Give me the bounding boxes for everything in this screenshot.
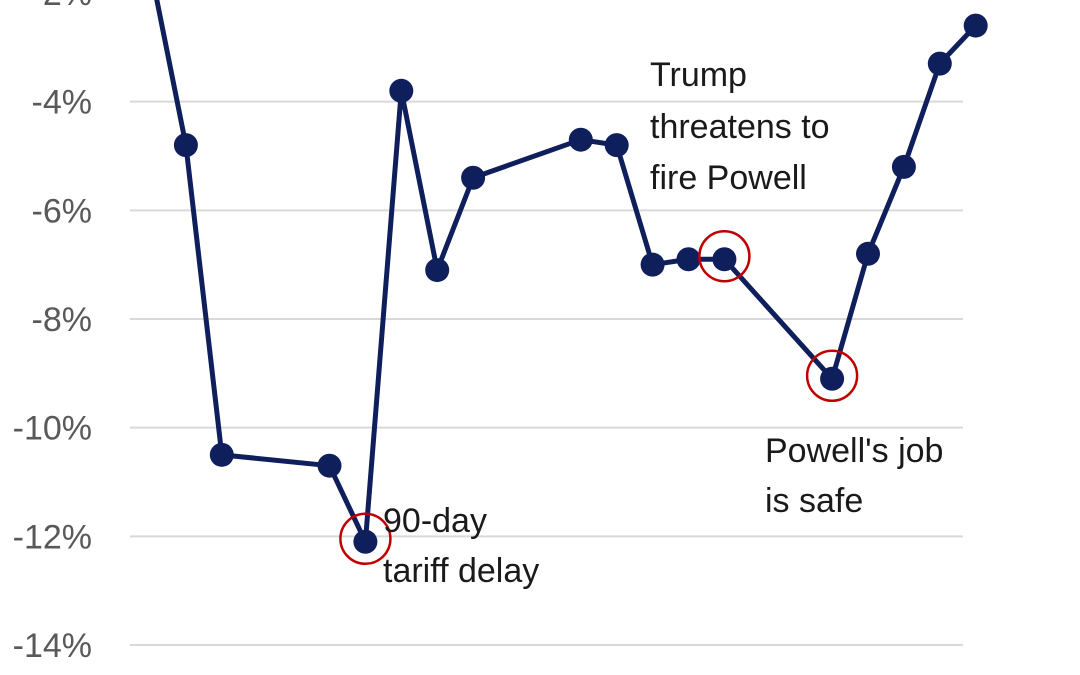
- y-tick-label: -4%: [32, 84, 92, 122]
- data-point: [712, 247, 737, 272]
- data-point: [389, 78, 414, 103]
- highlight-ring: [805, 349, 859, 403]
- y-tick-label: -12%: [13, 518, 92, 556]
- y-axis-tick-labels: -2% -4% -6% -8% -10% -12% -14%: [13, 0, 92, 665]
- y-tick-label: -6%: [32, 192, 92, 230]
- annotation-powell-safe-line2: is safe: [765, 482, 863, 520]
- annotation-trump-threat-line2: threatens to: [650, 108, 830, 146]
- data-point: [640, 252, 665, 277]
- data-point: [963, 13, 988, 38]
- data-point: [820, 366, 845, 391]
- highlight-ring: [698, 229, 751, 283]
- data-point: [927, 51, 952, 76]
- annotation-trump-threat-line1: Trump: [650, 56, 747, 94]
- data-point: [425, 258, 450, 283]
- y-tick-label: -10%: [13, 410, 92, 448]
- data-point: [461, 165, 486, 190]
- annotation-powell-safe-line1: Powell's job: [765, 432, 943, 470]
- y-tick-label: -2%: [32, 0, 92, 13]
- highlight-rings: [339, 229, 859, 566]
- annotation-tariff-delay-line1: 90-day: [383, 502, 487, 540]
- series-path: [154, 0, 978, 545]
- annotations: 90-day tariff delay Trump threatens to f…: [383, 56, 943, 590]
- data-point: [676, 247, 701, 272]
- data-point: [856, 241, 880, 266]
- annotation-tariff-delay-line2: tariff delay: [383, 552, 539, 590]
- data-point: [891, 154, 916, 179]
- data-point: [173, 133, 198, 158]
- y-tick-label: -14%: [13, 627, 92, 665]
- data-point: [209, 442, 234, 467]
- highlight-ring: [339, 512, 392, 566]
- series-line: [154, 0, 988, 554]
- y-tick-label: -8%: [32, 301, 92, 339]
- data-point: [317, 453, 342, 478]
- data-point: [353, 529, 378, 554]
- data-point: [604, 133, 629, 158]
- annotation-trump-threat-line3: fire Powell: [650, 159, 807, 197]
- data-point: [568, 127, 593, 152]
- gridlines: [130, 100, 963, 646]
